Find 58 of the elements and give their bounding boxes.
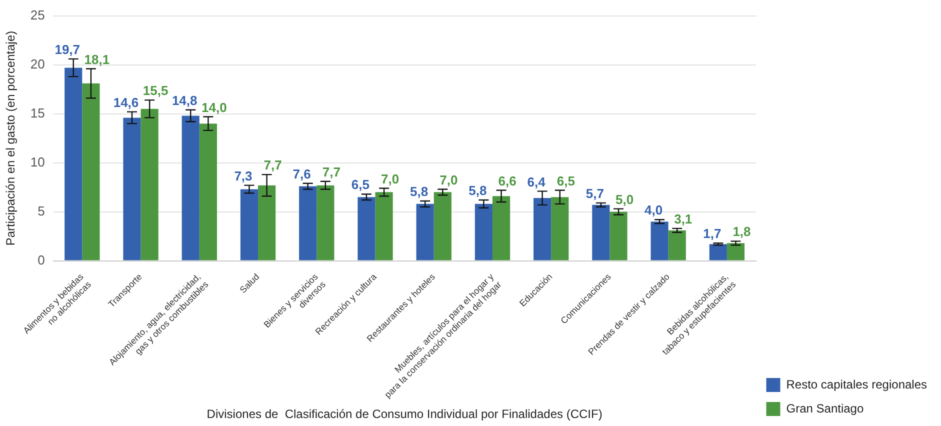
data-label: 7,0 (440, 172, 458, 188)
data-label: 7,6 (292, 166, 311, 182)
data-label: 1,8 (732, 224, 751, 240)
y-tick-label: 20 (30, 56, 45, 72)
y-tick-label: 25 (30, 7, 45, 22)
data-label: 4,0 (644, 202, 663, 218)
bar (726, 243, 745, 260)
bar (299, 186, 317, 260)
data-label: 14,8 (172, 92, 198, 108)
bar (82, 83, 100, 260)
y-tick-label: 10 (30, 154, 45, 170)
bar (668, 230, 686, 260)
data-label: 5,8 (468, 183, 487, 198)
y-tick-label: 15 (30, 105, 45, 120)
y-axis-title: Participación en el gasto (en porcentaje) (4, 30, 18, 246)
bar (358, 197, 376, 260)
data-label: 6,5 (556, 173, 575, 188)
bar (316, 185, 334, 260)
data-label: 7,3 (234, 168, 252, 184)
data-label: 7,7 (264, 158, 282, 173)
bar (592, 204, 610, 260)
bar (610, 212, 628, 260)
bar (140, 108, 158, 260)
legend-label: Gran Santiago (786, 401, 864, 416)
bar (123, 118, 141, 260)
data-label: 5,7 (586, 186, 604, 202)
data-label: 5,8 (410, 184, 428, 200)
data-label: 6,6 (498, 173, 516, 188)
y-tick-label: 0 (38, 252, 45, 268)
data-label: 7,7 (322, 164, 340, 180)
data-label: 19,7 (54, 42, 80, 57)
data-label: 18,1 (84, 52, 110, 67)
bar (182, 116, 200, 260)
bar (258, 185, 276, 260)
x-axis-title: Divisiones de Clasificación de Consumo Individual por Finalidades (CCIF) (206, 407, 602, 422)
bar (492, 196, 510, 260)
y-tick-label: 5 (38, 203, 45, 218)
bar (534, 198, 552, 260)
data-label: 5,0 (615, 192, 634, 207)
bar (709, 244, 727, 260)
bar (474, 204, 492, 260)
bar (551, 197, 569, 260)
bar (240, 189, 258, 260)
data-label: 1,7 (703, 226, 722, 242)
bar (434, 192, 452, 260)
bar (199, 124, 217, 260)
legend-label: Resto capitales regionales (786, 377, 927, 392)
data-label: 6,5 (351, 177, 370, 192)
data-label: 6,4 (527, 174, 546, 190)
bar (416, 204, 434, 260)
bar (64, 68, 82, 260)
bar (375, 192, 393, 260)
data-label: 3,1 (674, 212, 692, 227)
data-label: 7,0 (381, 171, 400, 186)
data-label: 14,0 (202, 100, 227, 115)
data-label: 14,6 (113, 94, 139, 110)
bar (650, 222, 668, 260)
data-label: 15,5 (142, 83, 168, 98)
